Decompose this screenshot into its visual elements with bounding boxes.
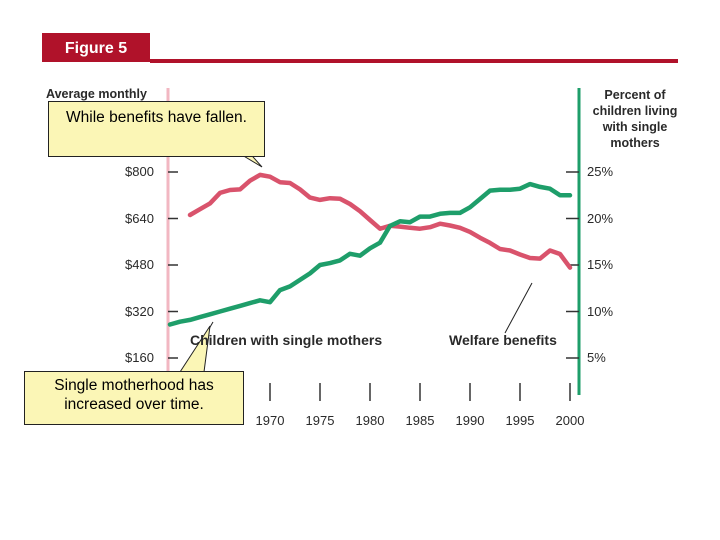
x-tick-label: 1970 bbox=[256, 413, 285, 428]
left-tick-label: $480 bbox=[125, 257, 154, 272]
x-tick-label: 1990 bbox=[456, 413, 485, 428]
callout-single-motherhood: Single motherhood has increased over tim… bbox=[24, 371, 244, 425]
figure-rule bbox=[150, 59, 678, 63]
right-tick-label: 20% bbox=[587, 210, 614, 226]
right-tick-label: 10% bbox=[587, 303, 614, 319]
series-label-single-mothers: Children with single mothers bbox=[190, 332, 383, 348]
x-tick-label: 1980 bbox=[356, 413, 385, 428]
series-label-welfare: Welfare benefits bbox=[449, 332, 557, 348]
left-tick-label: $320 bbox=[125, 303, 154, 319]
callout-benefits-fallen: While benefits have fallen. bbox=[48, 101, 265, 157]
left-tick-label: $800 bbox=[125, 164, 154, 179]
figure-tab: Figure 5 bbox=[42, 33, 150, 62]
right-tick-label: 15% bbox=[587, 257, 614, 272]
left-tick-label: $160 bbox=[125, 350, 154, 365]
right-tick-label: 25% bbox=[587, 164, 614, 179]
left-tick-label: $640 bbox=[125, 210, 154, 226]
series-line-welfare bbox=[187, 172, 573, 270]
left-axis-title: Average monthly bbox=[46, 87, 147, 101]
series-line-single-mothers bbox=[167, 181, 573, 327]
x-tick-label: 2000 bbox=[556, 413, 585, 428]
x-tick-label: 1985 bbox=[406, 413, 435, 428]
x-tick-label: 1975 bbox=[306, 413, 335, 428]
right-axis-title: Percent of children living with single m… bbox=[592, 88, 678, 150]
x-tick-label: 1995 bbox=[506, 413, 535, 428]
welfare-label-pointer bbox=[504, 282, 533, 334]
right-tick-label: 5% bbox=[587, 350, 606, 365]
